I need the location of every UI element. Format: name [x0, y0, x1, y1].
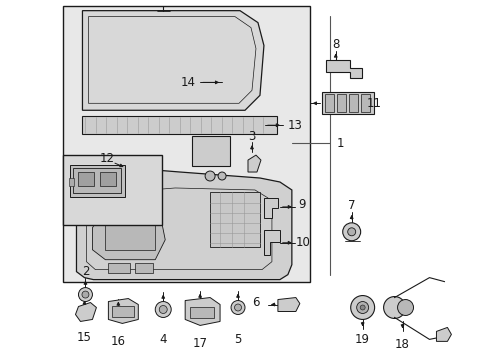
Bar	[68, 178, 74, 186]
Bar	[78, 172, 94, 186]
Circle shape	[155, 302, 171, 318]
Bar	[108, 263, 130, 273]
Text: 10: 10	[295, 236, 310, 249]
Circle shape	[350, 296, 374, 319]
Text: 9: 9	[298, 198, 305, 211]
Text: 13: 13	[287, 119, 302, 132]
Bar	[210, 192, 260, 247]
Polygon shape	[75, 302, 96, 321]
Circle shape	[78, 288, 92, 302]
Polygon shape	[82, 11, 264, 110]
Polygon shape	[325, 60, 361, 78]
Polygon shape	[185, 298, 220, 325]
Text: 18: 18	[394, 338, 409, 351]
Bar	[105, 222, 155, 250]
Polygon shape	[108, 298, 138, 323]
Bar	[336, 94, 345, 112]
Text: 14: 14	[180, 76, 195, 89]
Text: 11: 11	[366, 97, 381, 110]
Polygon shape	[247, 155, 261, 172]
Circle shape	[218, 172, 225, 180]
Text: 3: 3	[248, 130, 255, 143]
Bar	[360, 94, 369, 112]
Bar	[62, 6, 309, 282]
Circle shape	[397, 300, 413, 315]
Text: 6: 6	[252, 296, 260, 309]
Circle shape	[356, 302, 368, 314]
Circle shape	[383, 297, 405, 319]
Polygon shape	[92, 210, 165, 260]
Circle shape	[159, 306, 167, 314]
Circle shape	[360, 305, 365, 310]
Bar	[73, 168, 121, 193]
Bar	[192, 136, 229, 166]
Text: 17: 17	[192, 337, 207, 350]
Bar	[324, 94, 333, 112]
Polygon shape	[436, 328, 450, 341]
Bar	[62, 155, 162, 225]
Text: 7: 7	[347, 199, 355, 212]
Circle shape	[342, 223, 360, 241]
Text: 4: 4	[159, 333, 166, 346]
Circle shape	[204, 171, 215, 181]
Bar	[82, 116, 276, 134]
Text: 12: 12	[100, 152, 115, 165]
Polygon shape	[264, 230, 279, 255]
Circle shape	[82, 291, 89, 298]
Bar	[321, 92, 373, 114]
Bar	[112, 306, 134, 318]
Bar	[348, 94, 357, 112]
Polygon shape	[264, 198, 277, 218]
Text: 19: 19	[354, 333, 369, 346]
Circle shape	[347, 228, 355, 236]
Text: 5: 5	[234, 333, 241, 346]
Text: 8: 8	[331, 38, 339, 51]
Bar	[190, 306, 214, 319]
Text: 1: 1	[336, 137, 344, 150]
Circle shape	[230, 301, 244, 315]
Circle shape	[234, 304, 241, 311]
Polygon shape	[277, 298, 299, 311]
Bar	[135, 263, 153, 273]
Polygon shape	[76, 170, 291, 280]
Bar	[100, 172, 116, 186]
Bar	[70, 165, 125, 197]
Text: 15: 15	[77, 331, 92, 344]
Text: 2: 2	[81, 265, 89, 278]
Text: 16: 16	[111, 335, 125, 348]
